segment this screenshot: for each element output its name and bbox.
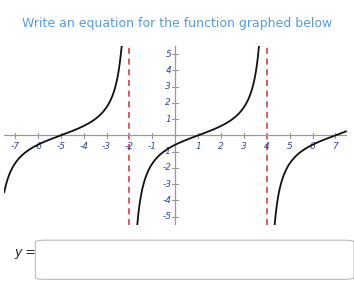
Text: -3: -3: [102, 141, 111, 151]
Text: -6: -6: [33, 141, 42, 151]
Text: Write an equation for the function graphed below: Write an equation for the function graph…: [22, 16, 332, 30]
Text: 3: 3: [241, 141, 247, 151]
Text: 6: 6: [310, 141, 315, 151]
Text: -1: -1: [162, 147, 171, 156]
Text: 4: 4: [165, 66, 171, 75]
Text: 1: 1: [195, 141, 201, 151]
Text: -5: -5: [162, 212, 171, 221]
Text: 2: 2: [165, 98, 171, 107]
Text: 5: 5: [165, 50, 171, 59]
Text: -1: -1: [148, 141, 157, 151]
Text: y =: y =: [14, 246, 36, 259]
Text: 2: 2: [218, 141, 224, 151]
Text: -2: -2: [125, 141, 134, 151]
Text: -4: -4: [162, 196, 171, 205]
Text: -4: -4: [79, 141, 88, 151]
Text: 5: 5: [287, 141, 292, 151]
Text: 4: 4: [264, 141, 270, 151]
Text: 1: 1: [165, 115, 171, 124]
FancyBboxPatch shape: [35, 240, 354, 279]
Text: -2: -2: [162, 163, 171, 172]
Text: -5: -5: [56, 141, 65, 151]
Text: 3: 3: [165, 82, 171, 91]
Text: 7: 7: [333, 141, 338, 151]
Text: Q: Q: [330, 251, 339, 261]
Text: -7: -7: [11, 141, 19, 151]
Text: -3: -3: [162, 179, 171, 189]
